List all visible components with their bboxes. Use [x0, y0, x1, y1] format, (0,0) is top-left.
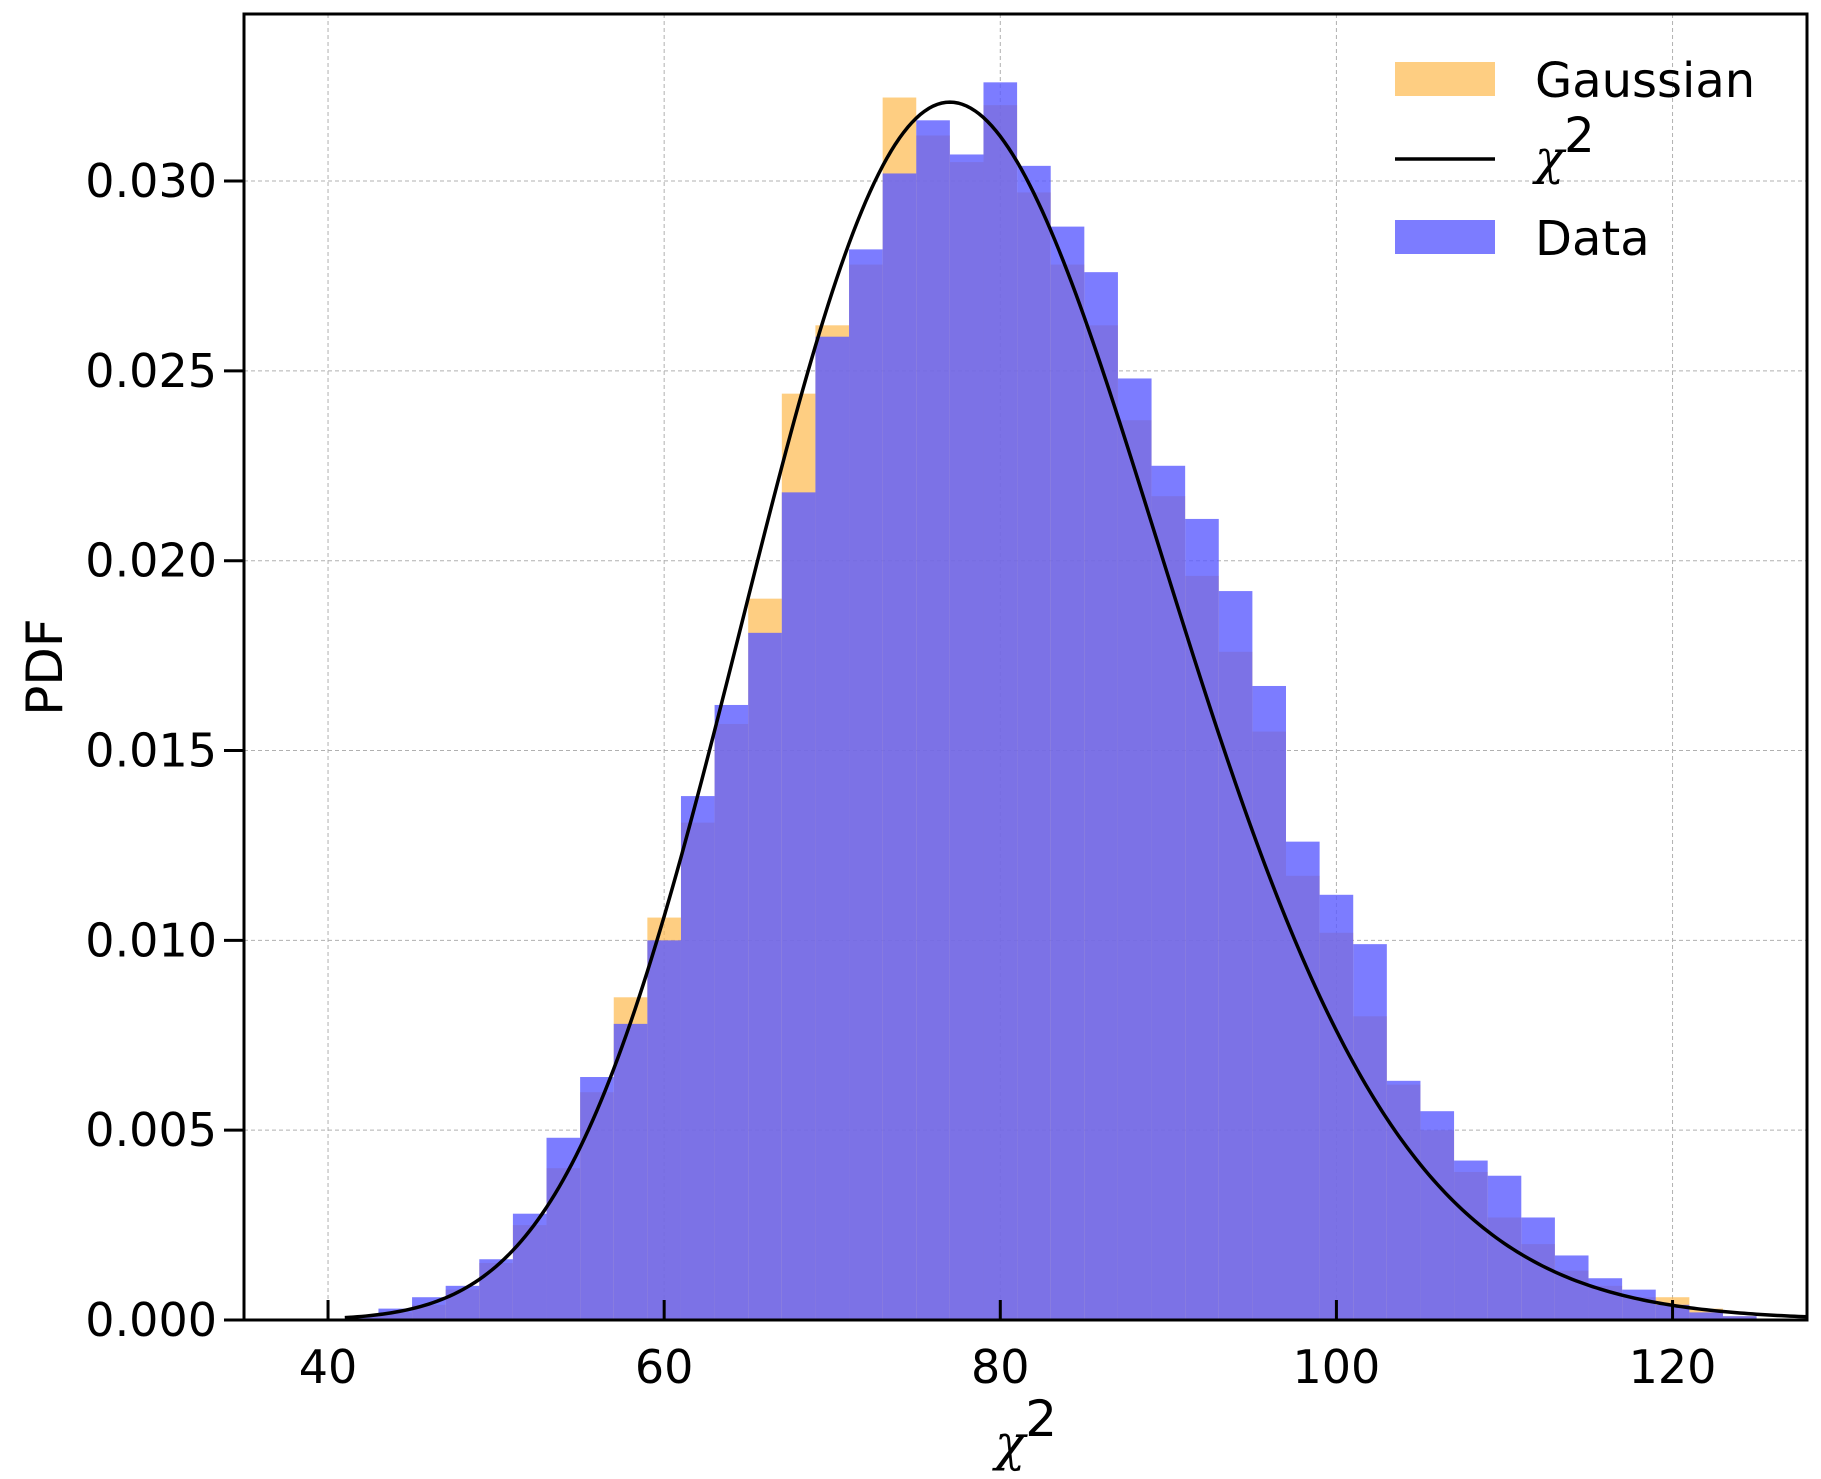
x-tick-label: 120: [1629, 1340, 1717, 1394]
y-tick-label: 0.020: [85, 534, 217, 588]
data-bar: [1050, 226, 1085, 1320]
x-tick-label: 60: [635, 1340, 694, 1394]
y-tick-label: 0.005: [85, 1103, 217, 1157]
data-bar: [1017, 165, 1051, 1320]
data-bar: [378, 1308, 413, 1320]
data-bar: [1554, 1255, 1589, 1320]
plot-frame: [242, 12, 1809, 1322]
data-bar: [1622, 1289, 1656, 1320]
x-axis-label: χ2: [992, 1390, 1057, 1472]
legend-swatch-gaussian: [1395, 62, 1495, 96]
chi2-curve-group: [344, 100, 1807, 1320]
data-bar: [479, 1259, 513, 1320]
x-tick-label: 80: [971, 1340, 1030, 1394]
data-bar: [1588, 1278, 1623, 1320]
y-tick-label: 0.015: [85, 724, 217, 778]
data-histogram: [344, 82, 1757, 1320]
x-tick-label: 100: [1293, 1340, 1381, 1394]
y-tick-label: 0.030: [85, 154, 217, 208]
data-bar: [949, 154, 984, 1320]
data-bar: [1420, 1111, 1455, 1320]
data-bar: [1218, 591, 1253, 1320]
x-tick-label: 40: [299, 1340, 358, 1394]
data-bar: [1386, 1080, 1421, 1320]
data-bar: [916, 120, 950, 1320]
data-bar: [1117, 378, 1152, 1320]
data-bar: [1319, 894, 1354, 1320]
data-bar: [1286, 841, 1320, 1320]
data-bar: [1185, 518, 1219, 1320]
data-bar: [546, 1137, 581, 1320]
data-bar: [849, 249, 883, 1320]
y-tick-label: 0.010: [85, 913, 217, 967]
data-bar: [647, 940, 681, 1320]
data-bar: [1454, 1160, 1488, 1320]
data-bar: [1252, 685, 1286, 1320]
legend-label-chi2: χ2: [1532, 108, 1595, 186]
data-bar: [983, 82, 1018, 1320]
chi2-curve: [344, 100, 1807, 1320]
data-bar: [613, 1023, 648, 1320]
data-bar: [815, 336, 850, 1320]
data-bar: [781, 492, 816, 1320]
legend-label-data: Data: [1535, 211, 1650, 267]
axis-ticks: 40 60 80 100 120 0.000 0.005 0.010 0.015 0.020 0.0…: [85, 154, 1716, 1394]
y-axis-label: PDF: [16, 618, 74, 715]
y-tick-label: 0.000: [85, 1293, 217, 1347]
legend-label-gaussian: Gaussian: [1535, 53, 1755, 109]
data-bar: [1151, 465, 1186, 1320]
data-bar: [580, 1077, 614, 1320]
legend: Gaussian χ2 Data: [1395, 53, 1755, 267]
data-bar: [1689, 1312, 1723, 1320]
data-bar: [1084, 272, 1118, 1320]
data-bar: [748, 632, 782, 1320]
y-tick-label: 0.025: [85, 344, 217, 398]
data-bar: [680, 796, 715, 1320]
data-bar: [1487, 1175, 1522, 1320]
data-bar: [714, 704, 749, 1320]
data-bar: [1353, 944, 1387, 1320]
legend-swatch-data: [1395, 220, 1495, 254]
data-bar: [882, 173, 917, 1320]
data-bar: [1722, 1316, 1757, 1320]
